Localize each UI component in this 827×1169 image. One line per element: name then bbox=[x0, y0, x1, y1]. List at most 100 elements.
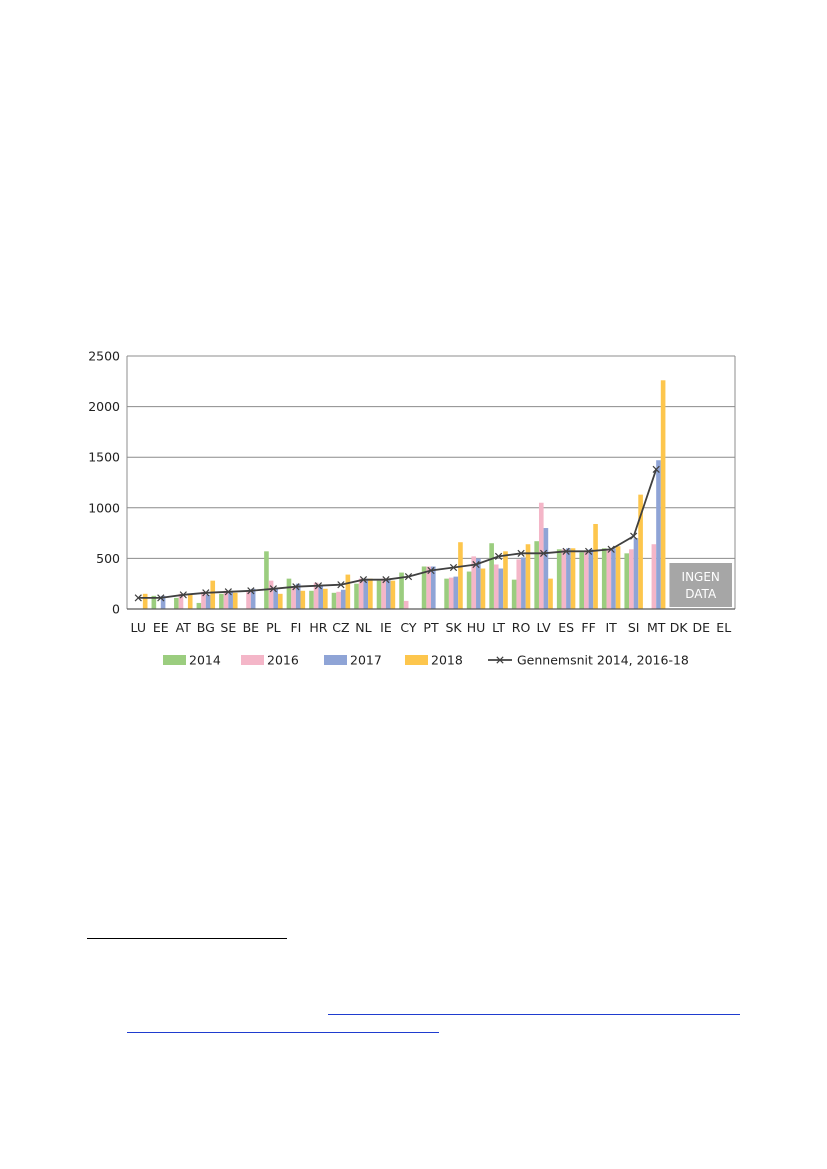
x-tick-label: IT bbox=[605, 620, 617, 635]
bar-2017-NL bbox=[363, 578, 369, 609]
x-tick-label: CY bbox=[400, 620, 417, 635]
bar-2016-LT bbox=[493, 564, 499, 609]
legend-swatch-2014 bbox=[163, 655, 186, 665]
bar-2017-PT bbox=[431, 566, 436, 609]
legend-swatch-2016 bbox=[241, 655, 264, 665]
bar-2016-PL bbox=[268, 580, 274, 609]
bar-2014-ES bbox=[556, 549, 562, 609]
no-data-label-line-2: DATA bbox=[685, 587, 717, 601]
bar-2016-IE bbox=[381, 578, 386, 609]
legend-label-average: Gennemsnit 2014, 2016-18 bbox=[517, 653, 689, 668]
x-tick-label: SE bbox=[220, 620, 236, 635]
bar-2018-PL bbox=[277, 593, 283, 609]
bar-2016-FF bbox=[584, 550, 589, 609]
bar-2017-SI bbox=[633, 538, 639, 609]
bar-2016-CZ bbox=[336, 591, 341, 609]
bar-2014-AT bbox=[174, 597, 179, 609]
y-tick-label: 1500 bbox=[88, 450, 120, 465]
x-tick-label: AT bbox=[176, 620, 192, 635]
bar-2018-IE bbox=[390, 580, 396, 609]
no-data-box bbox=[669, 563, 732, 607]
bar-2016-SK bbox=[448, 577, 454, 609]
bar-2018-FF bbox=[593, 523, 598, 609]
average-marker-SK bbox=[449, 563, 458, 572]
average-marker-RO bbox=[517, 549, 525, 557]
x-tick-label: DK bbox=[670, 620, 689, 635]
grid-lines bbox=[127, 355, 735, 559]
average-marker-ES bbox=[562, 547, 570, 555]
bar-2018-RO bbox=[525, 544, 531, 609]
bar-2018-SE bbox=[232, 592, 238, 609]
bar-2018-SK bbox=[458, 542, 463, 609]
x-tick-label: FI bbox=[290, 620, 301, 635]
x-tick-label: LU bbox=[131, 620, 147, 635]
average-marker-SI bbox=[630, 532, 638, 540]
footnote-separator bbox=[87, 938, 287, 939]
legend-label-2017: 2017 bbox=[350, 653, 382, 668]
bar-2018-LV bbox=[548, 578, 553, 609]
bar-2014-LT bbox=[489, 543, 494, 609]
x-tick-label: LT bbox=[492, 620, 505, 635]
y-tick-label: 2000 bbox=[88, 399, 120, 414]
y-tick-label: 1000 bbox=[88, 500, 120, 515]
average-marker-IT bbox=[607, 545, 615, 553]
bar-2014-SI bbox=[624, 553, 630, 609]
bar-2014-SE bbox=[219, 593, 224, 609]
bar-2016-HU bbox=[471, 556, 477, 609]
bar-2016-BG bbox=[201, 591, 206, 609]
bar-2017-EE bbox=[160, 595, 166, 609]
x-tick-label: HR bbox=[309, 620, 327, 635]
average-marker-SE bbox=[224, 588, 232, 596]
bar-2017-HU bbox=[476, 558, 481, 609]
bar-2017-BG bbox=[205, 594, 211, 609]
y-tick-label: 2500 bbox=[88, 349, 120, 364]
average-marker-CZ bbox=[337, 581, 345, 589]
bar-2016-CY bbox=[403, 600, 409, 609]
average-line bbox=[134, 465, 660, 602]
average-line-path bbox=[138, 469, 658, 599]
average-marker-FI bbox=[292, 583, 300, 591]
bar-2017-IE bbox=[385, 579, 391, 609]
bar-2014-PL bbox=[264, 551, 269, 609]
bar-2017-HR bbox=[318, 585, 324, 609]
x-tick-label: HU bbox=[467, 620, 486, 635]
bar-2016-IT bbox=[606, 549, 612, 609]
bar-2018-AT bbox=[187, 594, 193, 609]
bar-2017-IT bbox=[611, 548, 616, 609]
footnote-link-underline-2[interactable] bbox=[127, 1032, 439, 1033]
x-tick-label: BG bbox=[197, 620, 215, 635]
x-tick-label: IE bbox=[380, 620, 392, 635]
bar-2014-LV bbox=[534, 541, 539, 609]
x-tick-label: SI bbox=[628, 620, 640, 635]
bar-2014-HU bbox=[466, 571, 472, 609]
x-tick-label: RO bbox=[512, 620, 531, 635]
legend-swatch-2018 bbox=[405, 655, 428, 665]
bar-2017-RO bbox=[521, 557, 526, 609]
bar-2017-SK bbox=[453, 576, 459, 609]
bar-2017-ES bbox=[566, 548, 571, 609]
average-marker-LV bbox=[539, 549, 548, 557]
bar-2017-LV bbox=[543, 528, 549, 609]
footnote-link-underline-1[interactable] bbox=[328, 1014, 740, 1015]
x-tick-label: FF bbox=[581, 620, 595, 635]
no-data-annotation: INGEN DATA bbox=[669, 563, 732, 607]
y-tick-label: 0 bbox=[112, 602, 120, 617]
average-marker-HR bbox=[314, 582, 323, 590]
average-marker-CY bbox=[404, 572, 413, 581]
average-marker-PT bbox=[427, 566, 435, 575]
x-tick-label: EE bbox=[153, 620, 169, 635]
bar-2018-MT bbox=[660, 380, 666, 609]
axes: 0 500 1000 1500 2000 2500 LU EE AT BG SE BE PL FI HR CZ… bbox=[88, 349, 736, 635]
x-tick-label: BE bbox=[243, 620, 260, 635]
bar-2014-PT bbox=[421, 566, 427, 609]
x-tick-label: CZ bbox=[332, 620, 349, 635]
bars bbox=[142, 380, 666, 609]
bar-2017-FF bbox=[588, 549, 594, 609]
x-tick-label: SK bbox=[445, 620, 462, 635]
bar-2018-LT bbox=[503, 551, 508, 609]
bar-2016-PT bbox=[426, 566, 431, 609]
bar-2017-SE bbox=[228, 590, 233, 609]
average-marker-HU bbox=[472, 560, 480, 569]
x-tick-label: PL bbox=[266, 620, 281, 635]
bar-2016-BE bbox=[246, 591, 251, 609]
